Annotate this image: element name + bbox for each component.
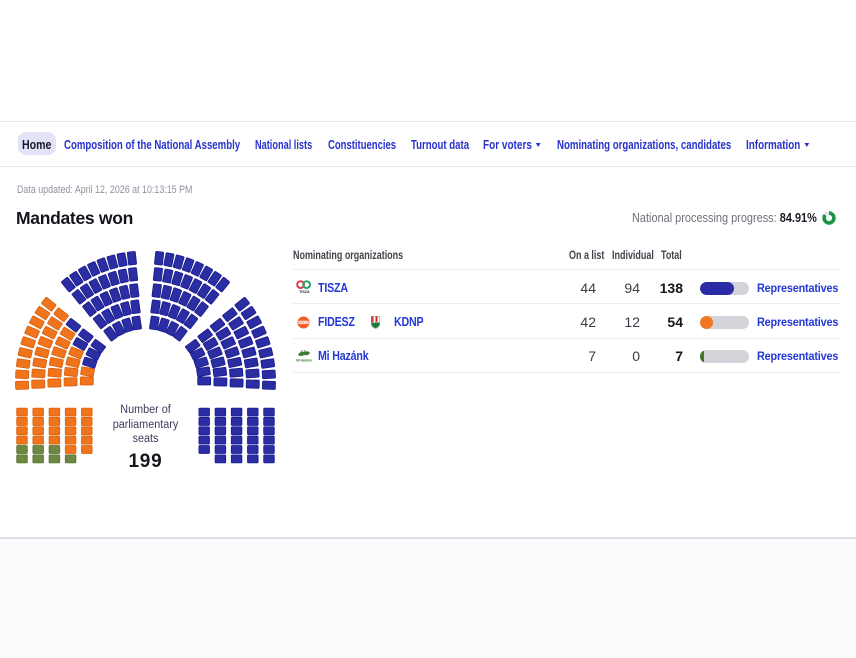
svg-text:Mi Hazánk: Mi Hazánk — [296, 359, 312, 363]
svg-text:TISZA: TISZA — [299, 290, 310, 294]
svg-text:FIDESZ: FIDESZ — [299, 321, 309, 325]
